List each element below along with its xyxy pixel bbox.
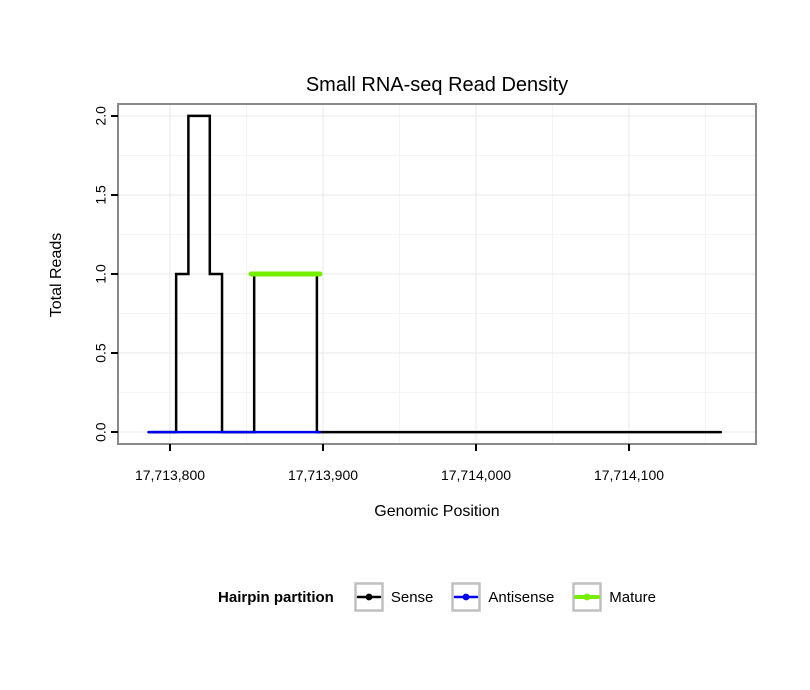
chart-title: Small RNA-seq Read Density bbox=[305, 74, 569, 96]
x-tick-label: 17,714,100 bbox=[594, 467, 664, 483]
y-tick-label: 1.5 bbox=[93, 185, 109, 205]
y-tick-label: 1.0 bbox=[93, 264, 109, 284]
y-axis-title: Total Reads bbox=[48, 232, 65, 318]
x-axis-title: Genomic Position bbox=[374, 503, 500, 520]
legend: Hairpin partition Sense Antisense Mature bbox=[118, 580, 756, 614]
legend-key-antisense-icon bbox=[451, 582, 482, 612]
x-tick-label: 17,713,900 bbox=[288, 467, 358, 483]
legend-key-mature-icon bbox=[572, 582, 603, 612]
legend-title: Hairpin partition bbox=[218, 588, 334, 606]
legend-item-mature: Mature bbox=[572, 582, 656, 612]
legend-key-sense-icon bbox=[354, 582, 384, 612]
legend-item-sense: Sense bbox=[354, 582, 434, 612]
y-tick-label: 2.0 bbox=[93, 106, 109, 126]
legend-entries: Sense Antisense Mature bbox=[354, 582, 656, 612]
plot-canvas: 0.0 0.5 1.0 1.5 2.0 17,713,800 17,713,900 17,71… bbox=[93, 103, 757, 483]
legend-label-antisense: Antisense bbox=[488, 588, 555, 606]
x-tick-label: 17,714,000 bbox=[441, 467, 511, 483]
y-tick-label: 0.5 bbox=[93, 343, 109, 363]
y-tick-label: 0.0 bbox=[93, 422, 109, 442]
x-tick-label: 17,713,800 bbox=[135, 467, 205, 483]
legend-label-mature: Mature bbox=[609, 588, 656, 606]
legend-item-antisense: Antisense bbox=[451, 582, 554, 612]
legend-label-sense: Sense bbox=[390, 588, 434, 606]
